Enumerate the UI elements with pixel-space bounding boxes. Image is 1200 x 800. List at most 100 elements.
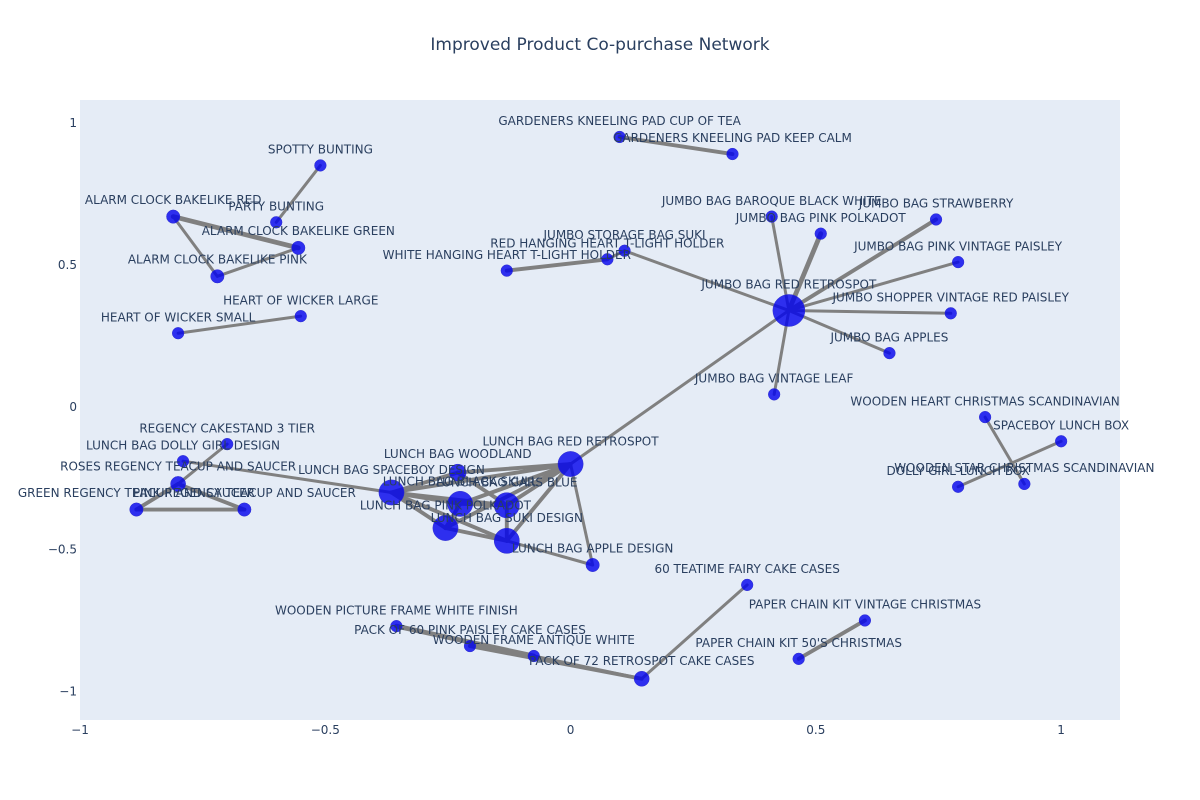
edge-jumbo-bag-red-retrospot--jumbo-shopper-vintage-red-paisley xyxy=(787,308,953,315)
node-lunch-bag-pink-polkadot[interactable] xyxy=(432,515,459,541)
node-spaceboy-lunch-box[interactable] xyxy=(1055,435,1068,448)
node-lunch-bag-red-retrospot[interactable] xyxy=(557,451,584,477)
node-heart-of-wicker-small[interactable] xyxy=(172,327,185,340)
node-heart-of-wicker-large[interactable] xyxy=(294,310,307,323)
node-label-paper-chain-kit-50-s-christmas: PAPER CHAIN KIT 50'S CHRISTMAS xyxy=(695,636,902,650)
node-alarm-clock-bakelike-green[interactable] xyxy=(291,240,306,255)
node-pack-of-72-retrospot-cake-cases[interactable] xyxy=(633,670,650,687)
node-jumbo-bag-pink-polkadot[interactable] xyxy=(814,227,827,240)
node-green-regency-teacup-and-saucer[interactable] xyxy=(129,502,144,517)
edges-layer xyxy=(134,135,1063,681)
node-wooden-frame-antique-white[interactable] xyxy=(527,649,540,663)
node-paper-chain-kit-vintage-christmas[interactable] xyxy=(858,614,872,627)
node-label-heart-of-wicker-large: HEART OF WICKER LARGE xyxy=(223,293,378,307)
node-label-dolly-girl-lunch-box: DOLLY GIRL LUNCH BOX xyxy=(886,464,1029,478)
node-label-lunch-bag-pink-polkadot: LUNCH BAG PINK POLKADOT xyxy=(360,498,532,512)
node-jumbo-storage-bag-suki[interactable] xyxy=(618,244,631,257)
y-tick-label: −0.5 xyxy=(48,542,77,556)
node-gardeners-kneeling-pad-cup-of-tea[interactable] xyxy=(613,130,626,144)
edge-roses-regency-teacup-and-saucer--pink-regency-teacup-and-saucer xyxy=(176,481,247,512)
node-label-jumbo-bag-red-retrospot: JUMBO BAG RED RETROSPOT xyxy=(700,277,877,291)
edge-roses-regency-teacup-and-saucer--green-regency-teacup-and-saucer xyxy=(134,481,181,512)
node-label-alarm-clock-bakelike-red: ALARM CLOCK BAKELIKE RED xyxy=(85,193,262,207)
node-wooden-star-christmas-scandinavian[interactable] xyxy=(1018,477,1031,491)
y-tick-label: 1 xyxy=(69,116,77,130)
edge-spotty-bunting--party-bunting xyxy=(274,163,322,224)
node-jumbo-bag-vintage-leaf[interactable] xyxy=(768,388,781,401)
node-label-lunch-bag-red-retrospot: LUNCH BAG RED RETROSPOT xyxy=(483,434,660,448)
node-pink-regency-teacup-and-saucer[interactable] xyxy=(237,502,252,517)
node-lunch-bag-cars-blue[interactable] xyxy=(493,492,520,519)
node-label-jumbo-bag-strawberry: JUMBO BAG STRAWBERRY xyxy=(858,197,1014,211)
node-label-lunch-bag-cars-blue: LUNCH BAG CARS BLUE xyxy=(436,476,577,490)
node-jumbo-bag-baroque-black-white[interactable] xyxy=(765,210,778,223)
node-label-jumbo-bag-pink-vintage-paisley: JUMBO BAG PINK VINTAGE PAISLEY xyxy=(853,239,1063,253)
edge-wooden-frame-antique-white--pack-of-72-retrospot-cake-cases xyxy=(532,654,644,681)
node-regency-cakestand-3-tier[interactable] xyxy=(221,438,234,451)
x-tick-label: 0.5 xyxy=(806,723,825,737)
node-label-spotty-bunting: SPOTTY BUNTING xyxy=(268,143,373,157)
node-label-60-teatime-fairy-cake-cases: 60 TEATIME FAIRY CAKE CASES xyxy=(654,562,839,576)
node-label-jumbo-shopper-vintage-red-paisley: JUMBO SHOPPER VINTAGE RED PAISLEY xyxy=(832,290,1070,304)
node-label-jumbo-bag-baroque-black-white: JUMBO BAG BAROQUE BLACK WHITE xyxy=(661,194,882,208)
node-label-jumbo-storage-bag-suki: JUMBO STORAGE BAG SUKI xyxy=(543,228,706,242)
node-spotty-bunting[interactable] xyxy=(314,159,327,172)
edge-jumbo-bag-red-retrospot--jumbo-bag-strawberry xyxy=(786,217,938,313)
node-lunch-bag-black-skull[interactable] xyxy=(447,491,474,517)
node-label-jumbo-bag-apples: JUMBO BAG APPLES xyxy=(829,330,948,344)
x-tick-label: 1 xyxy=(1057,723,1065,737)
node-60-teatime-fairy-cake-cases[interactable] xyxy=(741,578,754,592)
node-jumbo-shopper-vintage-red-paisley[interactable] xyxy=(944,307,957,320)
node-lunch-bag-spaceboy-design[interactable] xyxy=(378,479,405,506)
x-tick-label: 0 xyxy=(567,723,575,737)
edge-lunch-bag-red-retrospot--lunch-bag-suki-design xyxy=(504,462,573,543)
y-tick-label: −1 xyxy=(59,685,77,699)
node-lunch-bag-apple-design[interactable] xyxy=(585,558,600,572)
edge-jumbo-bag-red-retrospot--jumbo-bag-apples xyxy=(787,308,891,355)
node-label-gardeners-kneeling-pad-cup-of-tea: GARDENERS KNEELING PAD CUP OF TEA xyxy=(498,114,741,128)
plot-area xyxy=(80,100,1120,720)
node-jumbo-bag-apples[interactable] xyxy=(883,347,896,360)
node-jumbo-bag-pink-vintage-paisley[interactable] xyxy=(952,256,965,269)
edge-jumbo-bag-red-retrospot--jumbo-bag-pink-vintage-paisley xyxy=(787,260,960,312)
edge-60-teatime-fairy-cake-cases--pack-of-72-retrospot-cake-cases xyxy=(640,583,749,681)
node-dolly-girl-lunch-box[interactable] xyxy=(952,480,965,493)
node-pack-of-60-pink-paisley-cake-cases[interactable] xyxy=(463,639,477,653)
node-alarm-clock-bakelike-red[interactable] xyxy=(166,209,181,224)
node-label-white-hanging-heart-t-light-holder: WHITE HANGING HEART T-LIGHT HOLDER xyxy=(383,248,631,262)
edge-lunch-bag-red-retrospot--lunch-bag-black-skull xyxy=(458,462,573,506)
node-white-hanging-heart-t-light-holder[interactable] xyxy=(500,264,513,277)
nodes-layer xyxy=(129,130,1068,687)
edge-lunch-bag-dolly-girl-design--lunch-bag-spaceboy-design xyxy=(181,459,394,494)
edge-wooden-heart-christmas-scandinavian--wooden-star-christmas-scandinavian xyxy=(983,415,1026,486)
node-lunch-bag-woodland[interactable] xyxy=(449,463,467,482)
node-label-pack-of-60-pink-paisley-cake-cases: PACK OF 60 PINK PAISLEY CAKE CASES xyxy=(354,623,586,637)
node-roses-regency-teacup-and-saucer[interactable] xyxy=(170,476,186,492)
node-jumbo-bag-red-retrospot[interactable] xyxy=(772,294,806,327)
node-label-lunch-bag-spaceboy-design: LUNCH BAG SPACEBOY DESIGN xyxy=(298,463,485,477)
node-paper-chain-kit-50-s-christmas[interactable] xyxy=(792,652,805,665)
node-label-green-regency-teacup-and-saucer: GREEN REGENCY TEACUP AND SAUCER xyxy=(18,486,255,500)
node-label-red-hanging-heart-t-light-holder: RED HANGING HEART T-LIGHT HOLDER xyxy=(490,236,724,250)
node-gardeners-kneeling-pad-keep-calm[interactable] xyxy=(726,147,739,161)
node-label-lunch-bag-dolly-girl-design: LUNCH BAG DOLLY GIRL DESIGN xyxy=(86,438,280,452)
node-party-bunting[interactable] xyxy=(270,216,283,229)
node-wooden-heart-christmas-scandinavian[interactable] xyxy=(978,411,992,424)
node-label-roses-regency-teacup-and-saucer: ROSES REGENCY TEACUP AND SAUCER xyxy=(60,459,296,473)
node-label-wooden-heart-christmas-scandinavian: WOODEN HEART CHRISTMAS SCANDINAVIAN xyxy=(850,394,1119,408)
edge-jumbo-bag-red-retrospot--jumbo-storage-bag-suki xyxy=(623,249,791,312)
node-label-pink-regency-teacup-and-saucer: PINK REGENCY TEACUP AND SAUCER xyxy=(133,486,356,500)
node-lunch-bag-dolly-girl-design[interactable] xyxy=(176,455,190,468)
edge-alarm-clock-bakelike-red--alarm-clock-bakelike-green xyxy=(170,214,301,251)
node-wooden-picture-frame-white-finish[interactable] xyxy=(390,620,403,633)
edge-spaceboy-lunch-box--dolly-girl-lunch-box xyxy=(956,439,1063,489)
node-label-jumbo-bag-pink-polkadot: JUMBO BAG PINK POLKADOT xyxy=(735,211,907,225)
node-lunch-bag-suki-design[interactable] xyxy=(493,527,520,554)
node-label-wooden-picture-frame-white-finish: WOODEN PICTURE FRAME WHITE FINISH xyxy=(275,603,518,617)
node-alarm-clock-bakelike-pink[interactable] xyxy=(210,269,225,284)
node-label-lunch-bag-woodland: LUNCH BAG WOODLAND xyxy=(384,447,532,461)
node-jumbo-bag-strawberry[interactable] xyxy=(929,213,943,226)
node-label-regency-cakestand-3-tier: REGENCY CAKESTAND 3 TIER xyxy=(139,421,315,435)
node-red-hanging-heart-t-light-holder[interactable] xyxy=(601,253,614,266)
